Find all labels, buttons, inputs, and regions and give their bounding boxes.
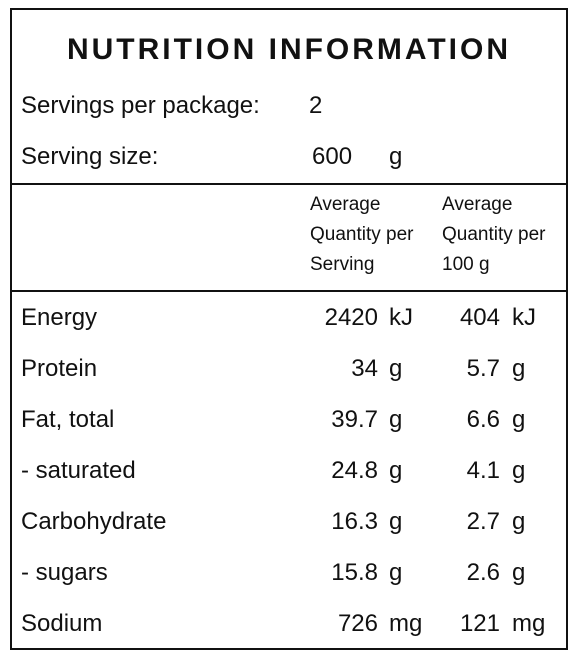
per-serving-unit: g <box>389 355 403 382</box>
table-row: - saturated 24.8 g 4.1 g <box>12 445 566 496</box>
per-serving-value: 726 <box>337 610 378 637</box>
nutrient-name: Energy <box>21 304 98 331</box>
table-row: Energy 2420 kJ 404 kJ <box>12 292 566 343</box>
per-100g-value: 4.1 <box>466 457 500 484</box>
per-100g-unit: kJ <box>512 304 536 331</box>
per-serving-value: 16.3 <box>331 508 378 535</box>
per-100g-unit: mg <box>512 610 546 637</box>
per-serving-value: 24.8 <box>331 457 378 484</box>
per-100g-unit: g <box>512 508 526 535</box>
table-row: Carbohydrate 16.3 g 2.7 g <box>12 496 566 547</box>
header-divider <box>12 183 566 185</box>
nutrient-name: Protein <box>21 355 98 382</box>
serving-size-unit: g <box>389 143 403 170</box>
per-100g-unit: g <box>512 457 526 484</box>
table-row: Sodium 726 mg 121 mg <box>12 598 566 649</box>
per-serving-unit: g <box>389 406 403 433</box>
column-header-line: 100 g <box>442 254 490 275</box>
nutrient-name: Carbohydrate <box>21 508 167 535</box>
table-row: - sugars 15.8 g 2.6 g <box>12 547 566 598</box>
table-divider <box>12 290 566 292</box>
per-100g-value: 2.6 <box>466 559 500 586</box>
column-header-per-100g: Average Quantity per 100 g <box>442 190 572 280</box>
per-100g-value: 404 <box>459 304 500 331</box>
servings-value: 2 <box>309 92 323 119</box>
nutrient-name: Fat, total <box>21 406 115 433</box>
column-header-line: Average <box>442 194 513 215</box>
per-serving-value: 34 <box>351 355 378 382</box>
serving-size-label: Serving size: <box>21 143 159 170</box>
nutrient-name: Sodium <box>21 610 103 637</box>
per-serving-value: 15.8 <box>331 559 378 586</box>
per-serving-value: 39.7 <box>331 406 378 433</box>
per-serving-unit: g <box>389 508 403 535</box>
per-serving-unit: kJ <box>389 304 413 331</box>
per-100g-value: 2.7 <box>466 508 500 535</box>
nutrient-name: - saturated <box>21 457 136 484</box>
nutrition-panel: NUTRITION INFORMATION Servings per packa… <box>10 8 568 650</box>
table-row: Protein 34 g 5.7 g <box>12 343 566 394</box>
per-100g-value: 6.6 <box>466 406 500 433</box>
table-row: Fat, total 39.7 g 6.6 g <box>12 394 566 445</box>
column-header-line: Serving <box>310 254 375 275</box>
column-header-line: Average <box>310 194 381 215</box>
servings-label: Servings per package: <box>21 92 260 119</box>
per-100g-value: 121 <box>459 610 500 637</box>
panel-title: NUTRITION INFORMATION <box>66 33 512 66</box>
per-100g-value: 5.7 <box>466 355 500 382</box>
nutrient-name: - sugars <box>21 559 108 586</box>
per-100g-unit: g <box>512 355 526 382</box>
serving-size-value: 600 <box>312 143 353 170</box>
column-header-line: Quantity per <box>310 224 414 245</box>
per-100g-unit: g <box>512 406 526 433</box>
column-header-line: Quantity per <box>442 224 546 245</box>
per-100g-unit: g <box>512 559 526 586</box>
per-serving-value: 2420 <box>324 304 378 331</box>
per-serving-unit: mg <box>389 610 423 637</box>
column-header-per-serving: Average Quantity per Serving <box>310 190 440 280</box>
per-serving-unit: g <box>389 457 403 484</box>
per-serving-unit: g <box>389 559 403 586</box>
